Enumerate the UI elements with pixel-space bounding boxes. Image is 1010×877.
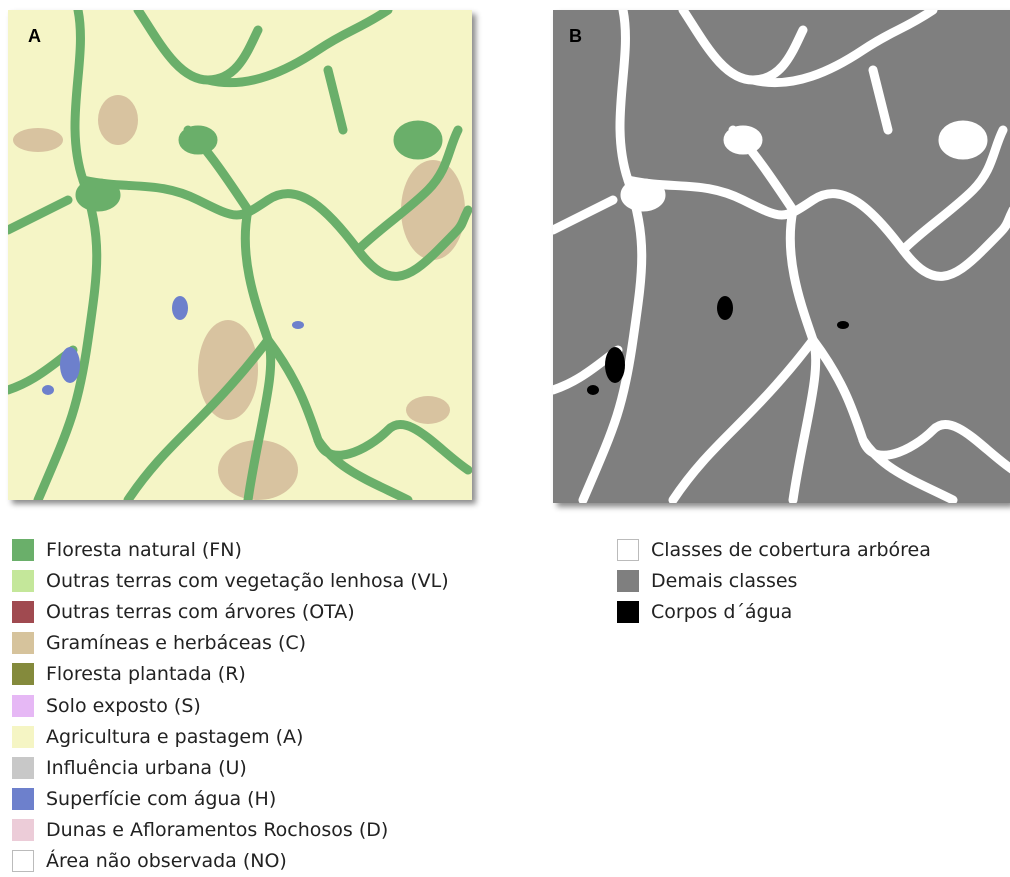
legend-swatch xyxy=(12,819,34,841)
legend-item: Corpos d´água xyxy=(617,596,931,627)
legend-item: Superfície com água (H) xyxy=(12,784,449,815)
legend-label: Superfície com água (H) xyxy=(46,788,276,810)
legend-item: Dunas e Afloramentos Rochosos (D) xyxy=(12,815,449,846)
legend-item: Classes de cobertura arbórea xyxy=(617,534,931,565)
legend-label: Demais classes xyxy=(651,570,797,592)
legend-label: Floresta plantada (R) xyxy=(46,663,246,685)
legend-item: Floresta natural (FN) xyxy=(12,534,449,565)
legend-item: Influência urbana (U) xyxy=(12,752,449,783)
legend-label: Área não observada (NO) xyxy=(46,850,287,872)
legend: Floresta natural (FN) Outras terras com v… xyxy=(12,534,449,877)
legend-swatch xyxy=(12,632,34,654)
legend-label: Influência urbana (U) xyxy=(46,757,247,779)
legend-label: Dunas e Afloramentos Rochosos (D) xyxy=(46,819,388,841)
legend-item: Área não observada (NO) xyxy=(12,846,449,877)
legend: Classes de cobertura arbórea Demais class… xyxy=(617,534,931,628)
legend-swatch xyxy=(12,850,34,872)
maps: A B xyxy=(0,0,1010,520)
legend-swatch xyxy=(12,570,34,592)
figure: A B Floresta natural (FN) Outras terras c… xyxy=(0,0,1010,871)
legend-item: Outras terras com árvores (OTA) xyxy=(12,596,449,627)
legend-item: Gramíneas e herbáceas (C) xyxy=(12,628,449,659)
legend-swatch xyxy=(12,757,34,779)
legend-swatch xyxy=(12,695,34,717)
legend-label: Floresta natural (FN) xyxy=(46,539,242,561)
legend-swatch xyxy=(12,601,34,623)
map-b: B xyxy=(553,10,1010,503)
legend-swatch xyxy=(12,539,34,561)
map-a: A xyxy=(8,10,472,500)
panel-label: B xyxy=(569,26,582,46)
panel-label: A xyxy=(28,26,41,46)
legend-label: Outras terras com vegetação lenhosa (VL) xyxy=(46,570,449,592)
legend-label: Outras terras com árvores (OTA) xyxy=(46,601,355,623)
legend-swatch xyxy=(617,539,639,561)
legend-label: Gramíneas e herbáceas (C) xyxy=(46,632,306,654)
legend-swatch xyxy=(12,726,34,748)
legend-swatch xyxy=(12,663,34,685)
legend-item: Solo exposto (S) xyxy=(12,690,449,721)
legend-item: Floresta plantada (R) xyxy=(12,659,449,690)
legend-label: Solo exposto (S) xyxy=(46,695,201,717)
legend-swatch xyxy=(617,570,639,592)
legend-item: Agricultura e pastagem (A) xyxy=(12,721,449,752)
legend-label: Corpos d´água xyxy=(651,601,792,623)
legend-label: Classes de cobertura arbórea xyxy=(651,539,931,561)
legend-swatch xyxy=(617,601,639,623)
legend-item: Demais classes xyxy=(617,565,931,596)
legend-item: Outras terras com vegetação lenhosa (VL) xyxy=(12,565,449,596)
legend-label: Agricultura e pastagem (A) xyxy=(46,726,303,748)
legend-swatch xyxy=(12,788,34,810)
